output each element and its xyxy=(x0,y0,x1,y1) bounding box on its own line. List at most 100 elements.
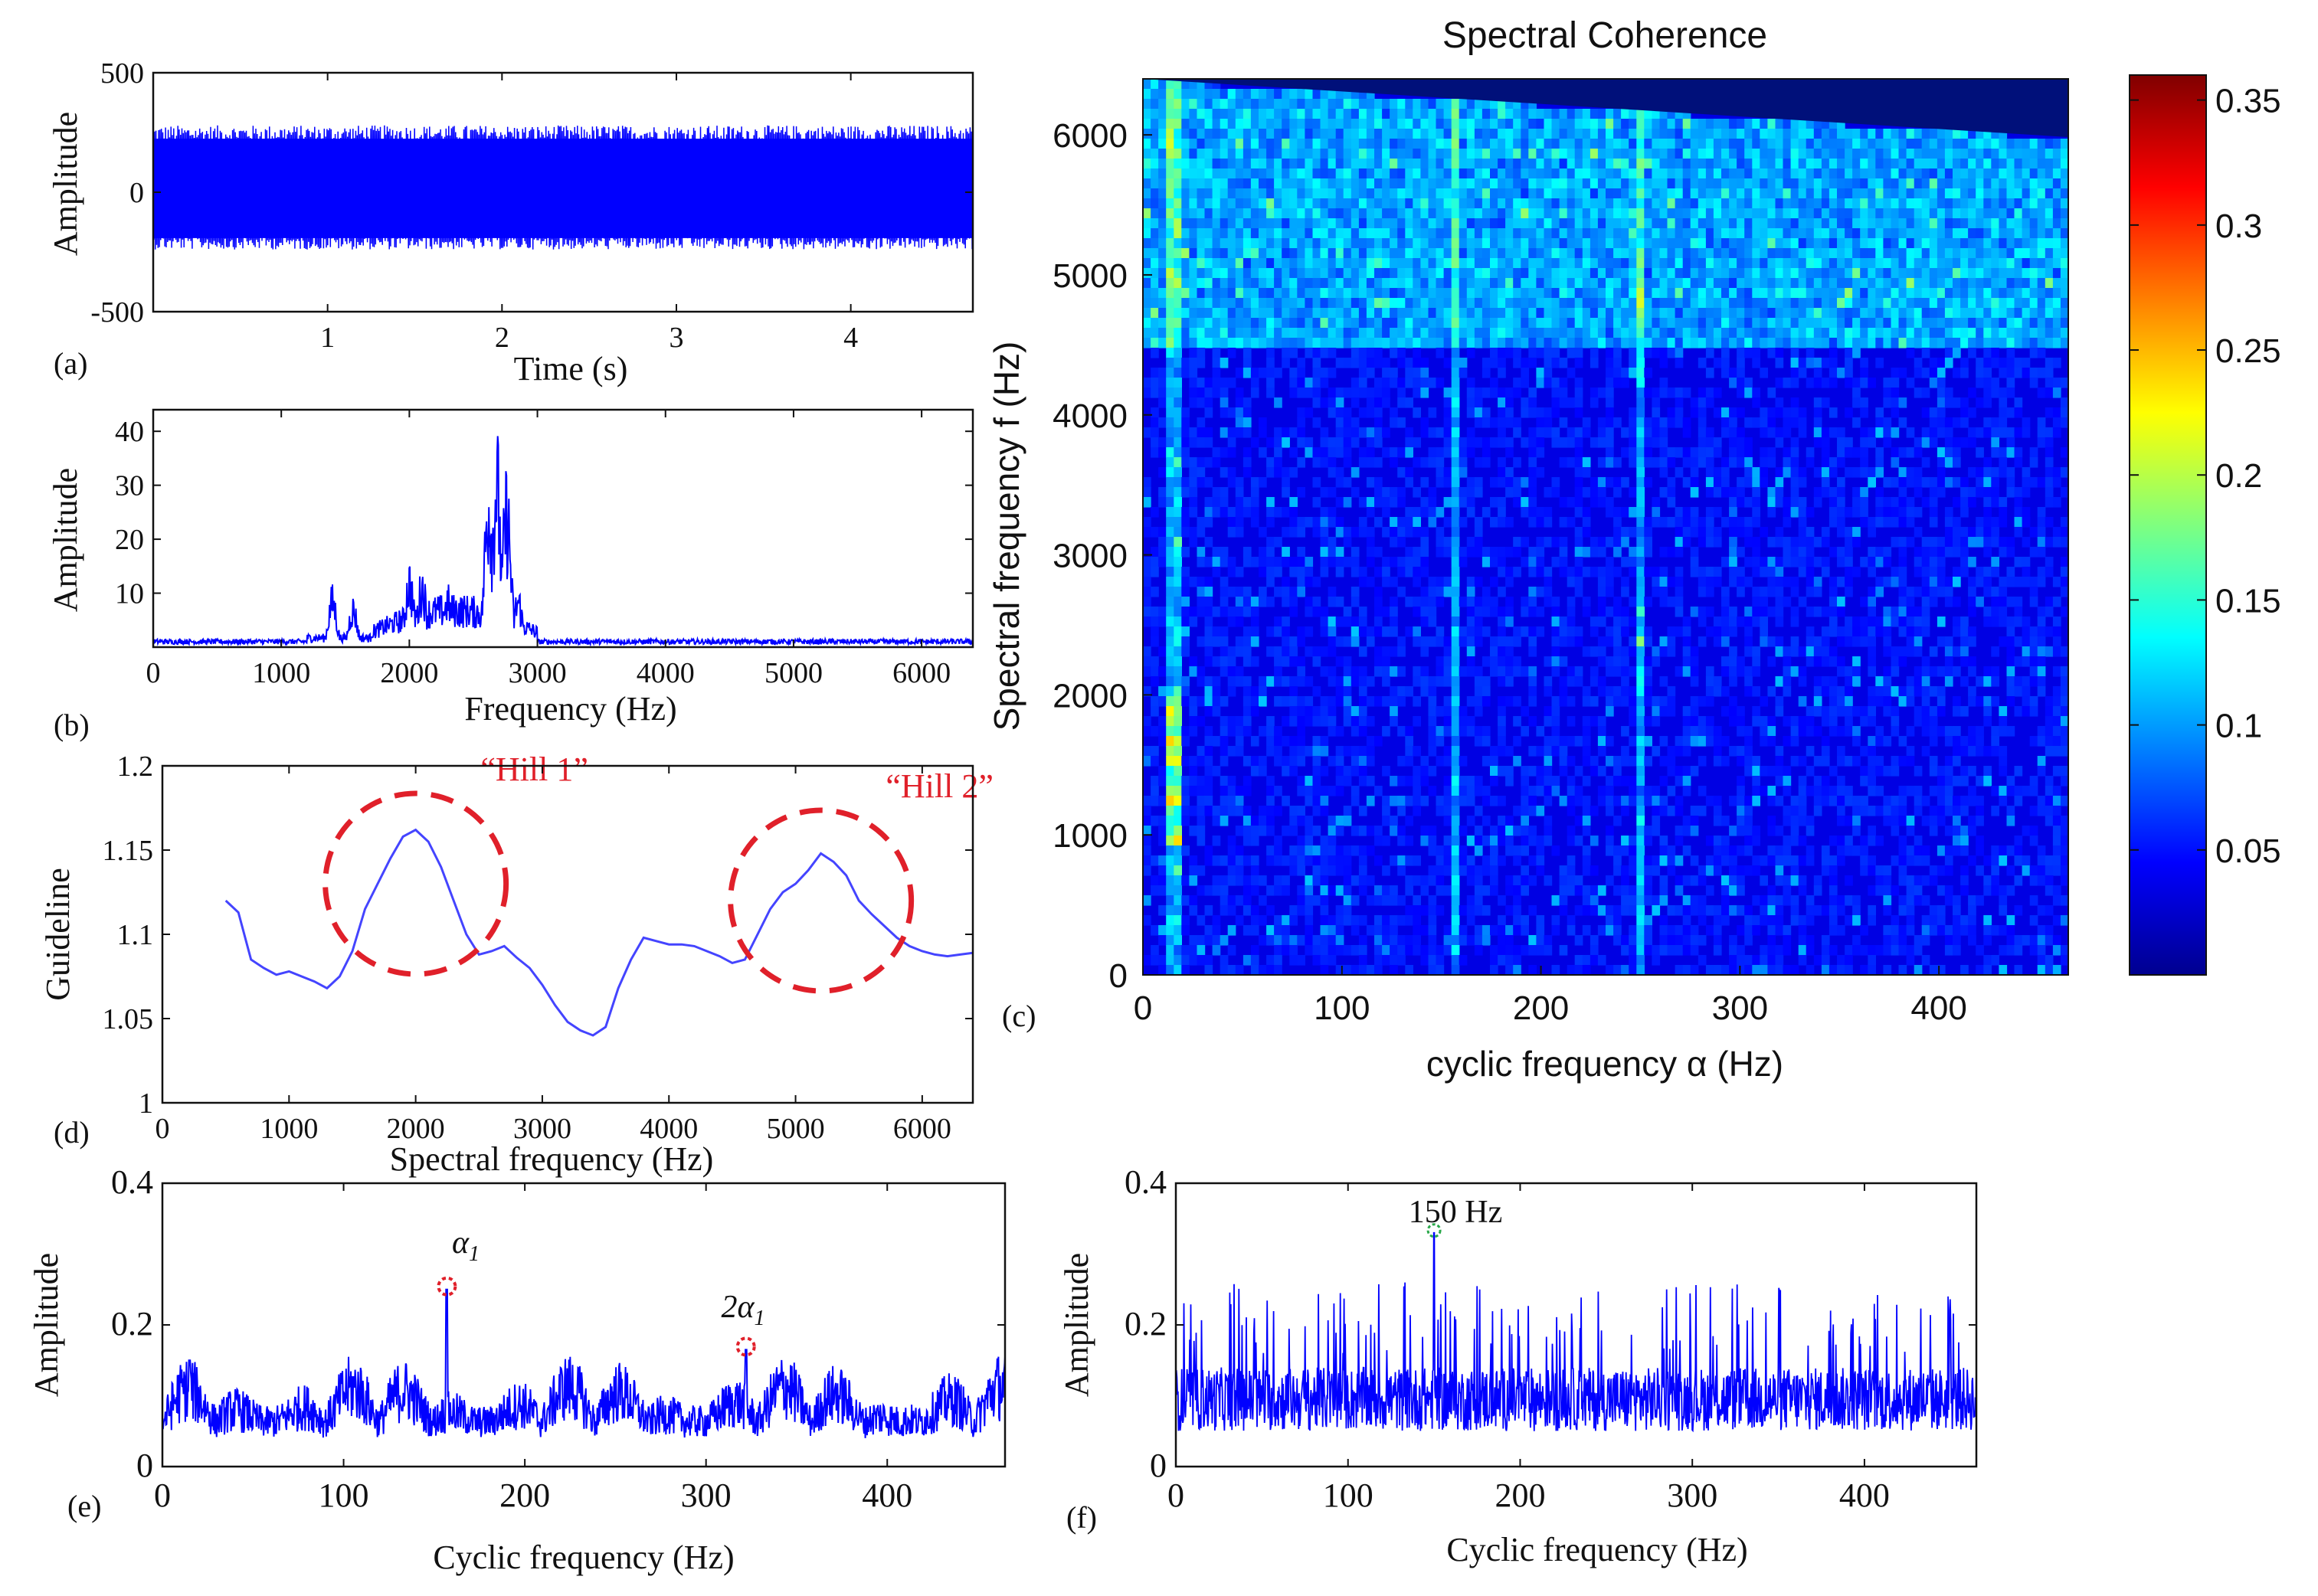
c-heat-cell xyxy=(1574,587,1583,597)
c-heat-cell xyxy=(1868,527,1876,538)
c-heat-cell xyxy=(1806,507,1815,518)
c-heat-cell xyxy=(1960,149,1969,159)
c-heat-cell xyxy=(1390,368,1398,378)
c-heat-cell xyxy=(1582,308,1591,319)
x-tick-label: 1000 xyxy=(252,657,310,689)
c-heat-cell xyxy=(1744,388,1753,398)
c-heat-cell xyxy=(1721,208,1730,219)
c-heat-cell xyxy=(1682,338,1691,348)
c-heat-cell xyxy=(1991,238,1999,249)
c-heat-cell xyxy=(1937,268,1946,279)
c-heat-cell xyxy=(1397,159,1406,169)
c-heat-cell xyxy=(1898,238,1907,249)
c-heat-cell xyxy=(1944,298,1953,309)
y-tick-label: 0 xyxy=(129,177,144,209)
c-heat-cell xyxy=(1929,358,1938,368)
c-heat-cell xyxy=(1466,129,1475,139)
c-heat-cell xyxy=(1335,228,1344,239)
c-heat-cell xyxy=(1790,198,1799,209)
c-heat-cell xyxy=(1713,129,1722,139)
c-heat-cell xyxy=(1682,447,1691,458)
c-heat-cell xyxy=(1675,318,1684,329)
c-heat-cell xyxy=(1174,417,1182,428)
c-heat-cell xyxy=(1991,417,1999,428)
c-heat-cell xyxy=(1574,378,1583,388)
c-heat-cell xyxy=(1366,557,1375,567)
c-heat-cell xyxy=(1682,288,1691,299)
c-heat-cell xyxy=(1667,178,1676,189)
c-heat-cell xyxy=(1282,258,1290,269)
c-heat-cell xyxy=(1490,129,1498,139)
c-heat-cell xyxy=(1174,318,1182,329)
c-heat-cell xyxy=(1320,288,1329,299)
c-heat-cell xyxy=(1659,308,1668,319)
c-heat-cell xyxy=(1443,407,1452,418)
c-heat-cell xyxy=(2060,159,2069,169)
c-heat-cell xyxy=(1551,119,1560,129)
c-heat-cell xyxy=(1968,318,1976,329)
c-heat-cell xyxy=(1528,517,1537,528)
c-heat-cell xyxy=(1606,149,1614,159)
c-heat-cell xyxy=(1158,397,1167,408)
c-heat-cell xyxy=(1266,288,1275,299)
c-heat-cell xyxy=(1983,308,1992,319)
c-heat-cell xyxy=(1937,397,1946,408)
c-heat-cell xyxy=(1174,298,1182,309)
c-heat-cell xyxy=(1559,188,1568,199)
c-heat-cell xyxy=(1143,89,1151,100)
x-tick-label: 5000 xyxy=(764,657,823,689)
c-heat-cell xyxy=(1898,417,1907,428)
c-heat-cell xyxy=(1606,447,1614,458)
c-heat-cell xyxy=(1551,218,1560,229)
c-heat-cell xyxy=(2045,208,2054,219)
c-heat-cell xyxy=(1551,427,1560,438)
c-heat-cell xyxy=(1513,268,1521,279)
c-heat-cell xyxy=(1536,268,1545,279)
c-heat-cell xyxy=(1806,587,1815,597)
c-heat-cell xyxy=(1513,477,1521,488)
c-heat-cell xyxy=(1775,168,1784,179)
c-heat-cell xyxy=(1220,99,1229,110)
c-heat-cell xyxy=(1729,218,1737,229)
c-heat-cell xyxy=(1798,129,1807,139)
c-heat-cell xyxy=(1760,477,1768,488)
c-heat-cell xyxy=(1813,557,1822,567)
c-heat-cell xyxy=(1374,129,1383,139)
c-heat-cell xyxy=(1358,447,1367,458)
c-heat-cell xyxy=(1513,159,1521,169)
c-heat-cell xyxy=(1705,587,1714,597)
c-heat-cell xyxy=(1606,427,1614,438)
c-heat-cell xyxy=(2045,258,2054,269)
c-heat-cell xyxy=(1358,328,1367,338)
c-heat-cell xyxy=(1227,467,1236,478)
c-heat-cell xyxy=(1629,268,1637,279)
c-heat-cell xyxy=(1852,188,1861,199)
c-heat-cell xyxy=(1983,228,1992,239)
c-heat-cell xyxy=(1705,129,1714,139)
c-heat-cell xyxy=(2022,338,2031,348)
c-heat-cell xyxy=(2006,597,2015,607)
c-heat-cell xyxy=(1737,238,1745,249)
c-heat-cell xyxy=(1174,407,1182,418)
c-heat-cell xyxy=(1481,178,1491,189)
c-heat-cell xyxy=(2052,308,2061,319)
c-heat-cell xyxy=(1760,218,1768,229)
c-heat-cell xyxy=(1698,607,1707,617)
c-heat-cell xyxy=(1906,497,1915,508)
c-heat-cell xyxy=(1289,298,1298,309)
c-heat-cell xyxy=(1498,208,1506,219)
c-heat-cell xyxy=(1544,358,1553,368)
c-heat-cell xyxy=(1868,198,1876,209)
c-heat-cell xyxy=(1875,278,1884,289)
c-heat-cell xyxy=(1914,487,1923,498)
c-heat-cell xyxy=(1698,417,1707,428)
c-heat-cell xyxy=(1968,577,1976,587)
c-heat-cell xyxy=(1358,109,1367,119)
c-heat-cell xyxy=(1682,198,1691,209)
c-heat-cell xyxy=(2060,378,2069,388)
c-heat-cell xyxy=(1158,338,1167,348)
c-heat-cell xyxy=(1898,487,1907,498)
c-heat-cell xyxy=(2052,298,2061,309)
c-heat-cell xyxy=(1821,397,1830,408)
c-heat-cell xyxy=(1629,447,1637,458)
